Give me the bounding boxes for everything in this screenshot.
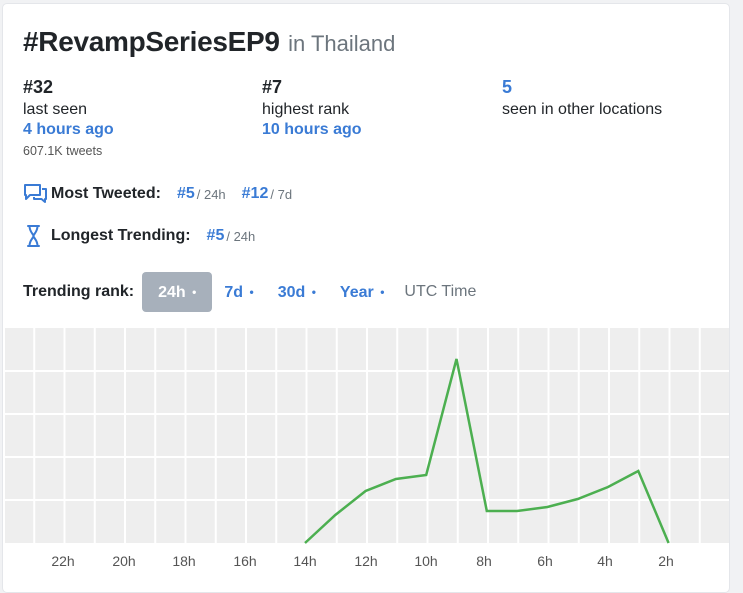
highest-rank-time-link[interactable]: 10 hours ago — [262, 120, 362, 140]
tab-7d-label: 7d — [224, 284, 243, 301]
tweet-count: 607.1K tweets — [23, 141, 114, 161]
trending-rank-chart: 22h 20h 18h 16h 14h 12h 10h 8h 6h 4h 2h — [3, 328, 730, 593]
x-tick-label: 12h — [354, 553, 377, 569]
utc-time-toggle[interactable]: UTC Time — [404, 283, 476, 301]
x-tick-label: 4h — [597, 553, 613, 569]
x-tick-label: 22h — [51, 553, 74, 569]
x-tick-label: 16h — [233, 553, 256, 569]
tab-year-label: Year — [340, 284, 374, 301]
highest-rank-value: #7 — [262, 76, 362, 98]
tab-24h-label: 24h — [158, 284, 186, 301]
other-locations-count-link[interactable]: 5 — [502, 76, 662, 98]
x-tick-label: 2h — [658, 553, 674, 569]
stat-last-seen: #32 last seen 4 hours ago 607.1K tweets — [23, 76, 114, 161]
highest-rank-label: highest rank — [262, 99, 362, 120]
last-seen-label: last seen — [23, 99, 114, 120]
tab-30d-label: 30d — [278, 284, 306, 301]
tab-24h-dot: • — [192, 285, 196, 299]
most-tweeted-7d-link[interactable]: #12 — [242, 185, 269, 203]
x-tick-label: 8h — [476, 553, 492, 569]
stat-highest-rank: #7 highest rank 10 hours ago — [262, 76, 362, 140]
most-tweeted-24h-link[interactable]: #5 — [177, 185, 195, 203]
x-tick-label: 20h — [112, 553, 135, 569]
last-seen-rank: #32 — [23, 76, 114, 98]
longest-trending-label: Longest Trending: — [51, 227, 191, 245]
x-tick-label: 14h — [293, 553, 316, 569]
x-tick-label: 18h — [172, 553, 195, 569]
tab-year-dot: • — [380, 285, 384, 299]
most-tweeted-7d-period: / 7d — [270, 187, 292, 202]
tab-30d[interactable]: 30d • — [266, 272, 328, 312]
most-tweeted-label: Most Tweeted: — [51, 185, 161, 203]
stat-other-locations: 5 seen in other locations — [502, 76, 662, 120]
last-seen-time-link[interactable]: 4 hours ago — [23, 120, 114, 140]
tab-7d-dot: • — [249, 285, 253, 299]
longest-trending-24h-link[interactable]: #5 — [207, 227, 225, 245]
location-label: in Thailand — [288, 31, 395, 56]
most-tweeted-24h-period: / 24h — [197, 187, 226, 202]
hashtag-title: #RevampSeriesEP9 — [23, 26, 280, 57]
tab-year[interactable]: Year • — [328, 272, 396, 312]
longest-trending-24h-period: / 24h — [226, 229, 255, 244]
tab-7d[interactable]: 7d • — [212, 272, 265, 312]
chat-bubbles-icon — [23, 182, 49, 206]
trending-rank-row: Trending rank: 24h • 7d • 30d • Year • U… — [23, 272, 476, 312]
longest-trending-row: Longest Trending: #5 / 24h — [23, 224, 255, 248]
x-tick-label: 6h — [537, 553, 553, 569]
tab-24h[interactable]: 24h • — [142, 272, 212, 312]
x-tick-label: 10h — [414, 553, 437, 569]
trend-card: #RevampSeriesEP9 in Thailand #32 last se… — [2, 3, 730, 593]
other-locations-label: seen in other locations — [502, 99, 662, 120]
tab-30d-dot: • — [312, 285, 316, 299]
title-row: #RevampSeriesEP9 in Thailand — [23, 26, 395, 58]
hourglass-icon — [23, 224, 49, 248]
trending-rank-label: Trending rank: — [23, 283, 134, 301]
most-tweeted-row: Most Tweeted: #5 / 24h #12 / 7d — [23, 182, 292, 206]
